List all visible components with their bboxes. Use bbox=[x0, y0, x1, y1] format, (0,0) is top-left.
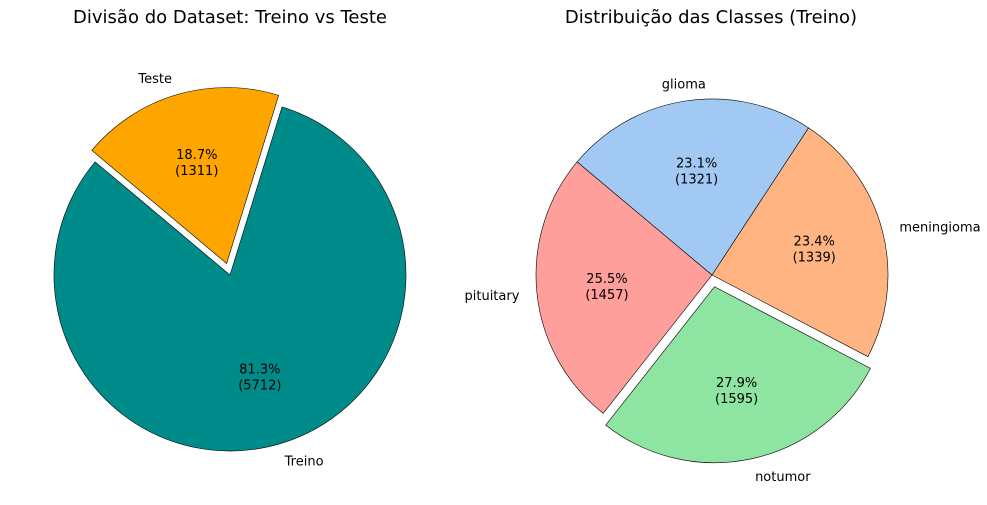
pie-slice-teste bbox=[91, 87, 280, 265]
pct-label-glioma: 23.1% (1321) bbox=[675, 157, 718, 188]
pct-label-teste: 18.7% (1311) bbox=[175, 148, 218, 179]
pct-label-pituitary: 25.5% (1457) bbox=[585, 272, 628, 303]
pct-label-meningioma: 23.4% (1339) bbox=[793, 234, 836, 265]
pie-slice-glioma bbox=[576, 98, 809, 276]
slice-label-pituitary: pituitary bbox=[465, 289, 520, 304]
chart-title-split: Divisão do Dataset: Treino vs Teste bbox=[73, 7, 387, 28]
pie-slice-meningioma bbox=[711, 127, 889, 358]
pct-label-treino: 81.3% (5712) bbox=[238, 362, 281, 393]
slice-label-glioma: glioma bbox=[662, 77, 706, 92]
pie-slice-notumor bbox=[605, 286, 871, 463]
pie-slice-pituitary bbox=[535, 161, 713, 414]
slice-label-treino: Treino bbox=[284, 455, 324, 470]
slice-label-notumor: notumor bbox=[755, 470, 811, 485]
slice-label-meningioma: meningioma bbox=[899, 220, 980, 235]
chart-title-classes: Distribuição das Classes (Treino) bbox=[564, 7, 858, 28]
slice-label-teste: Teste bbox=[137, 72, 172, 87]
pct-label-notumor: 27.9% (1595) bbox=[715, 376, 758, 407]
pie-slice-treino bbox=[53, 106, 407, 452]
